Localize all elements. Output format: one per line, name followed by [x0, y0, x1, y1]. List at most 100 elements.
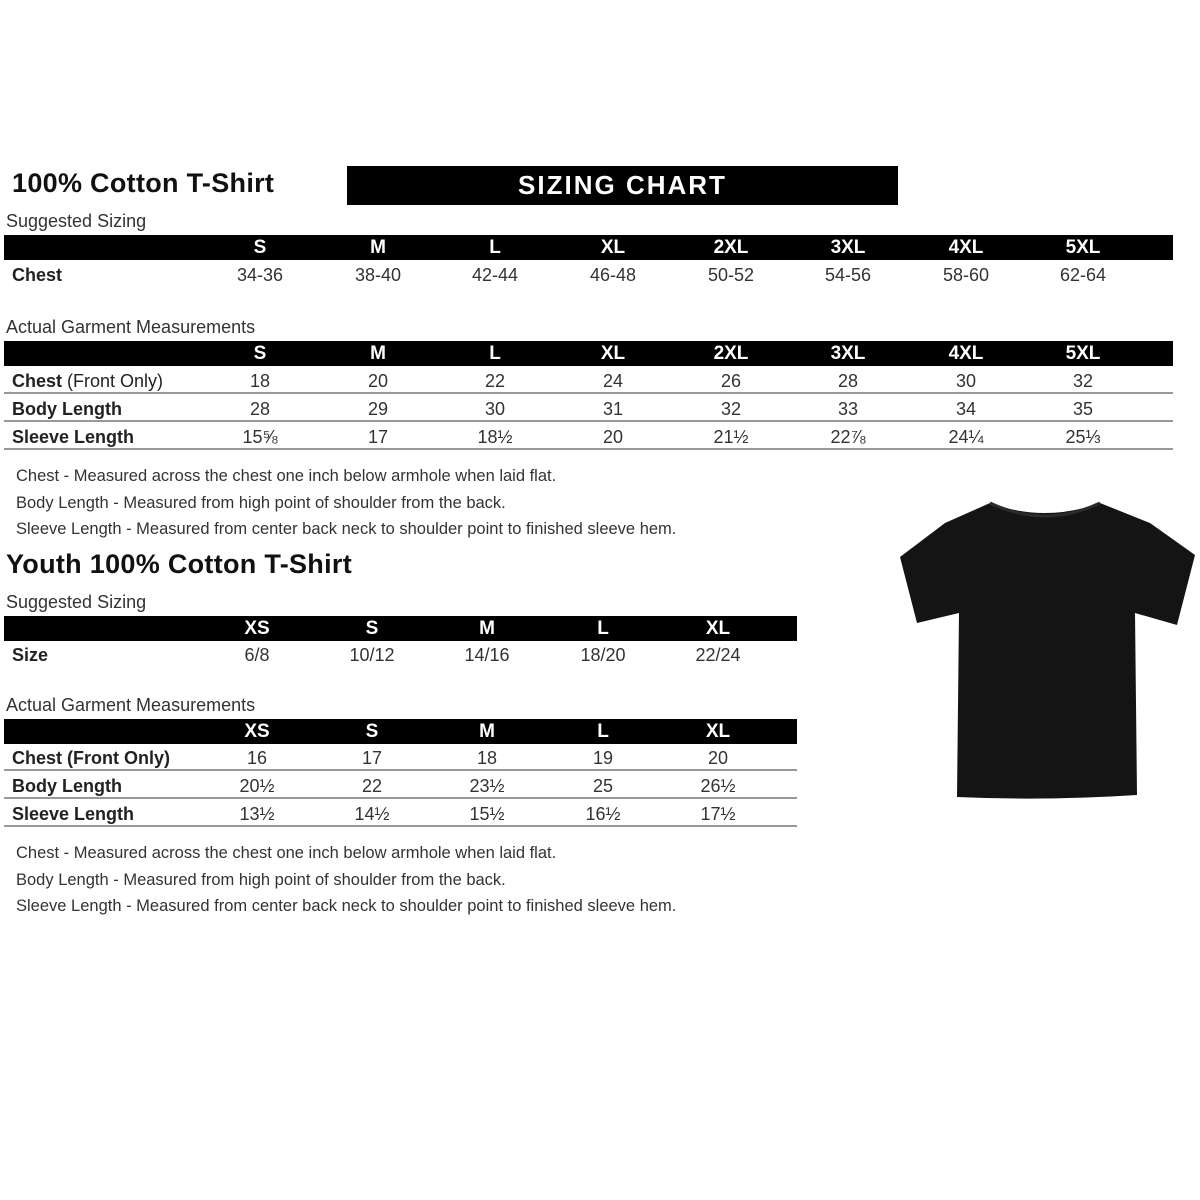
table-cell: 28 [249, 399, 271, 419]
table-cell: 18 [476, 748, 498, 768]
size-header-cell: M [479, 721, 495, 742]
table-cell: 42-44 [471, 265, 519, 285]
table-cell: 22 [484, 371, 506, 391]
size-header-cell: L [489, 343, 501, 364]
size-header-cell: XS [244, 618, 270, 639]
adult-actual-header: S M L XL 2XL 3XL 4XL 5XL [4, 341, 1173, 366]
row-label-text: Chest (Front Only) [12, 748, 170, 768]
measurement-note: Body Length - Measured from high point o… [16, 870, 506, 889]
black-tshirt-image [900, 501, 1195, 799]
size-header-cell: 5XL [1065, 237, 1101, 258]
youth-suggested-label: Suggested Sizing [6, 592, 147, 612]
measurement-note: Sleeve Length - Measured from center bac… [16, 520, 677, 538]
row-label-text: Chest [12, 265, 63, 285]
row-divider [4, 420, 1173, 422]
row-label-text: Body Length [12, 776, 122, 796]
table-cell: 18/20 [580, 645, 626, 665]
table-cell: 22/24 [695, 645, 741, 665]
row-label-text: Sleeve Length [12, 804, 135, 824]
row-label: Body Length [12, 399, 122, 420]
youth-suggested-header: XS S M L XL [4, 616, 797, 641]
size-header-cell: M [370, 237, 386, 258]
table-cell: 34-36 [236, 265, 284, 285]
size-header-cell: 3XL [830, 343, 866, 364]
size-header-cell: 2XL [713, 237, 749, 258]
table-cell: 17 [367, 427, 389, 447]
size-header-cell: 4XL [948, 343, 984, 364]
table-cell: 20½ [239, 776, 275, 796]
size-header-cell: 5XL [1065, 343, 1101, 364]
youth-actual-label: Actual Garment Measurements [6, 695, 256, 715]
table-cell: 6/8 [244, 645, 270, 665]
row-label-text: Size [12, 645, 49, 665]
table-cell: 20 [707, 748, 729, 768]
table-cell: 26 [720, 371, 742, 391]
row-label: Chest [12, 265, 62, 286]
size-header-cell: XL [705, 618, 731, 639]
measurement-note: Chest - Measured across the chest one in… [16, 467, 557, 485]
table-cell: 15⅝ [242, 427, 278, 447]
adult-suggested-header: S M L XL 2XL 3XL 4XL 5XL [4, 235, 1173, 260]
table-cell: 24 [602, 371, 624, 391]
row-label: Chest (Front Only) [12, 371, 163, 392]
row-label-text: Sleeve Length [12, 427, 135, 447]
youth-actual-header: XS S M L XL [4, 719, 797, 744]
table-cell: 29 [367, 399, 389, 419]
row-label: Sleeve Length [12, 427, 134, 448]
size-header-cell: S [365, 721, 379, 742]
size-header-cell: L [597, 721, 609, 742]
table-cell: 32 [720, 399, 742, 419]
table-cell: 33 [837, 399, 859, 419]
table-cell: 23½ [469, 776, 505, 796]
table-cell: 25⅓ [1065, 427, 1101, 447]
table-cell: 14/16 [464, 645, 510, 665]
measurement-note: Body Length - Measured from high point o… [16, 493, 506, 512]
table-cell: 54-56 [824, 265, 872, 285]
table-cell: 13½ [239, 804, 275, 824]
table-cell: 31 [602, 399, 624, 419]
table-cell: 10/12 [349, 645, 395, 665]
table-row: Body Length 20½ 22 23½ 25 26½ [0, 774, 1200, 802]
table-cell: 26½ [700, 776, 736, 796]
row-label: Size [12, 645, 48, 666]
youth-title: Youth 100% Cotton T-Shirt [6, 549, 352, 579]
table-cell: 30 [484, 399, 506, 419]
table-cell: 17 [361, 748, 383, 768]
table-row: Body Length 28 29 30 31 32 33 34 35 [0, 397, 1200, 425]
table-row: Chest 34-36 38-40 42-44 46-48 50-52 54-56 58-60… [0, 263, 1200, 291]
size-header-cell: XS [244, 721, 270, 742]
table-row: Chest (Front Only) 18 20 22 24 26 28 30 32 [0, 369, 1200, 397]
size-header-cell: S [253, 343, 267, 364]
table-row: Sleeve Length 13½ 14½ 15½ 16½ 17½ [0, 802, 1200, 830]
size-header-cell: M [370, 343, 386, 364]
row-label-text: Body Length [12, 399, 122, 419]
measurement-note: Chest - Measured across the chest one in… [16, 844, 557, 862]
row-label-text: Chest [12, 371, 63, 391]
size-header-cell: 4XL [948, 237, 984, 258]
size-header-cell: L [597, 618, 609, 639]
table-cell: 20 [367, 371, 389, 391]
table-cell: 17½ [700, 804, 736, 824]
row-label: Chest (Front Only) [12, 748, 170, 769]
size-header-cell: L [489, 237, 501, 258]
row-divider [4, 825, 797, 827]
table-cell: 16 [246, 748, 268, 768]
table-cell: 35 [1072, 399, 1094, 419]
table-cell: 38-40 [354, 265, 402, 285]
size-header-cell: S [365, 618, 379, 639]
size-header-cell: 3XL [830, 237, 866, 258]
table-row: Size 6/8 10/12 14/16 18/20 22/24 [0, 643, 1200, 671]
table-cell: 22 [361, 776, 383, 796]
sizing-chart-banner: SIZING CHART [347, 166, 898, 205]
table-cell: 20 [602, 427, 624, 447]
table-cell: 25 [592, 776, 614, 796]
row-divider [4, 769, 797, 771]
table-cell: 16½ [585, 804, 621, 824]
size-header-cell: 2XL [713, 343, 749, 364]
table-cell: 50-52 [707, 265, 755, 285]
table-cell: 14½ [354, 804, 390, 824]
table-cell: 18½ [477, 427, 513, 447]
size-header-cell: XL [705, 721, 731, 742]
table-cell: 21½ [713, 427, 749, 447]
table-cell: 15½ [469, 804, 505, 824]
